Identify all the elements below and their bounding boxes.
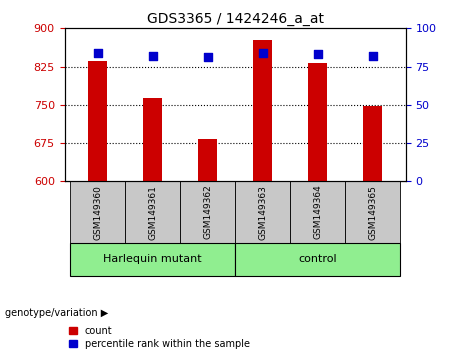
Bar — [143, 98, 162, 354]
Bar — [88, 62, 107, 354]
Point — [259, 50, 266, 56]
Point — [204, 55, 211, 60]
Text: GSM149362: GSM149362 — [203, 185, 212, 239]
Point — [314, 52, 321, 57]
Point — [149, 53, 156, 59]
Text: Harlequin mutant: Harlequin mutant — [103, 255, 202, 264]
Bar — [198, 139, 217, 354]
Bar — [125, 182, 180, 243]
Bar — [70, 182, 125, 243]
Text: GSM149361: GSM149361 — [148, 185, 157, 240]
Title: GDS3365 / 1424246_a_at: GDS3365 / 1424246_a_at — [147, 12, 324, 26]
Bar — [345, 182, 400, 243]
Text: control: control — [298, 255, 337, 264]
Bar — [308, 63, 327, 354]
Point — [94, 50, 101, 56]
Text: GSM149365: GSM149365 — [368, 185, 377, 240]
Legend: count, percentile rank within the sample: count, percentile rank within the sample — [70, 326, 250, 349]
Text: GSM149363: GSM149363 — [258, 185, 267, 240]
Text: genotype/variation ▶: genotype/variation ▶ — [5, 308, 108, 318]
Bar — [235, 243, 400, 276]
Bar — [363, 106, 382, 354]
Point — [369, 53, 376, 59]
Bar — [180, 182, 235, 243]
Bar — [253, 40, 272, 354]
Bar — [70, 243, 235, 276]
Bar — [290, 182, 345, 243]
Bar — [235, 182, 290, 243]
Text: GSM149364: GSM149364 — [313, 185, 322, 239]
Text: GSM149360: GSM149360 — [93, 185, 102, 240]
